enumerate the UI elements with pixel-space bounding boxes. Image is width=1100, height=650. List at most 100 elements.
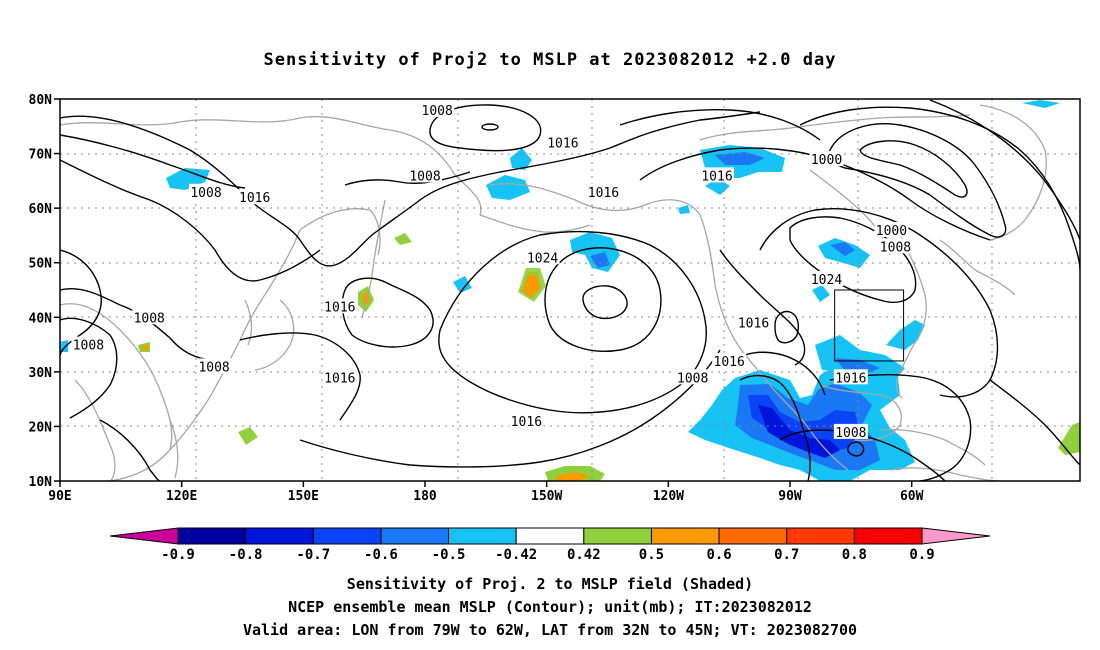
colorbar-segment <box>515 527 585 545</box>
contour-label-bg <box>833 369 868 385</box>
lat-label: 50N <box>29 257 53 272</box>
contour-label-bg <box>71 336 106 352</box>
colorbar-max-arrow <box>921 527 991 545</box>
contour-label: 1008 <box>677 371 708 386</box>
mslp-contours <box>60 99 1080 481</box>
colorbar-segment <box>380 527 450 545</box>
contour-aleutian-center <box>481 123 499 131</box>
lon-label: 150W <box>531 489 562 504</box>
contour-label-bg <box>509 412 544 428</box>
colorbar-label: -0.8 <box>229 547 263 563</box>
contour-1008-gulf <box>779 429 946 481</box>
lat-label: 40N <box>29 311 53 326</box>
contour-label-bg <box>700 167 735 183</box>
contour-label: 1024 <box>527 251 558 266</box>
coast-canada-east <box>939 239 1016 296</box>
colorbar-label: 0.42 <box>567 547 601 563</box>
lon-label: 60W <box>900 489 924 504</box>
contour-1016-atl-south <box>989 379 1080 466</box>
contour-label: 1008 <box>880 240 911 255</box>
coast-na-west <box>699 214 849 471</box>
coast-alaska <box>489 183 701 216</box>
shade-ca-strong <box>748 395 860 452</box>
coast-kamchatka <box>361 199 386 319</box>
contour-label: 1016 <box>511 415 542 430</box>
coast-hudson <box>809 169 891 256</box>
contour-label-bg <box>408 167 443 183</box>
contour-1008-aleutian <box>429 104 542 152</box>
contour-1016-pacific-south <box>99 419 161 481</box>
contour-label: 1008 <box>73 339 104 354</box>
contour-label-bg <box>237 189 272 205</box>
contour-1016-caribbean <box>829 373 972 481</box>
contour-1016-small-loop <box>774 310 799 344</box>
shade-bering <box>486 175 530 200</box>
contour-pacific-high-core <box>582 285 628 320</box>
colorbar-segment <box>718 527 788 545</box>
contour-label-bg <box>132 309 167 325</box>
lat-axis: 80N 70N 60N 50N 40N 30N 20N 10N <box>29 93 60 490</box>
shade-nw <box>60 340 68 352</box>
colorbar-label: -0.7 <box>296 547 330 563</box>
contour-1016-asia <box>60 159 321 282</box>
lat-label: 60N <box>29 202 53 217</box>
coast-gulf <box>819 384 902 442</box>
colorbar-segment <box>650 527 720 545</box>
contour-label-bg <box>322 369 357 385</box>
colorbar-label: 0.8 <box>842 547 867 563</box>
colorbar-label: -0.9 <box>161 547 195 563</box>
colorbar-label: 0.5 <box>639 547 664 563</box>
contour-label: 1016 <box>324 300 355 315</box>
coast-aleutians <box>479 214 591 233</box>
contour-1016-atlantic <box>929 99 1080 241</box>
lon-axis: 90E 120E 150E 180 150W 120W 90W 60W <box>48 481 924 504</box>
shade-se-us <box>815 335 905 380</box>
contour-label: 1016 <box>738 317 769 332</box>
map-title: Sensitivity of Proj2 to MSLP at 20230820… <box>263 50 837 70</box>
contour-1016-pacific-west <box>239 332 361 421</box>
contour-label-bg <box>420 101 455 117</box>
lon-label: 90W <box>778 489 802 504</box>
contour-label-bg <box>809 151 844 167</box>
contour-1008-india <box>60 249 102 356</box>
shade-pos-west <box>238 427 258 445</box>
colorbar: -0.9 -0.8 -0.7 -0.6 -0.5 -0.42 0.42 0.5 0.6 0.7 0.… <box>109 527 991 563</box>
contour-label: 1016 <box>239 191 270 206</box>
caption-line-2: NCEP ensemble mean MSLP (Contour); unit(… <box>288 598 812 616</box>
lon-label: 150E <box>288 489 319 504</box>
coast-philippines <box>169 419 179 479</box>
contour-label: 1016 <box>701 169 732 184</box>
shade-ohio <box>812 285 830 302</box>
shade-siberia <box>166 168 210 190</box>
contour-label: 1016 <box>324 371 355 386</box>
caption: Sensitivity of Proj. 2 to MSLP field (Sh… <box>0 573 1100 642</box>
contour-label: 1016 <box>547 137 578 152</box>
contour-label-bg <box>874 221 909 237</box>
colorbar-label: 0.9 <box>909 547 934 563</box>
contour-label-bg <box>525 249 560 265</box>
contour-1008-siberia <box>60 134 246 189</box>
contour-pacific-high-outer <box>438 230 707 414</box>
coast-japan <box>254 299 295 371</box>
contour-label: 1008 <box>835 426 866 441</box>
contour-1016-kamchatka-loop <box>341 277 434 348</box>
contour-1008-kamchatka <box>344 171 471 186</box>
lon-label: 120E <box>166 489 197 504</box>
colorbar-segment <box>245 527 314 545</box>
caption-line-1: Sensitivity of Proj. 2 to MSLP field (Sh… <box>346 575 754 593</box>
contour-label: 1016 <box>835 371 866 386</box>
coast-korea <box>244 299 253 346</box>
contour-1008-china-2 <box>60 317 118 419</box>
contour-label-bg <box>189 183 224 199</box>
contour-1016-mexico <box>744 351 826 396</box>
contour-label: 1016 <box>588 186 619 201</box>
contour-label: 1008 <box>422 104 453 119</box>
contour-label-bg <box>197 358 232 374</box>
colorbar-segment <box>786 527 855 545</box>
contour-label-bg <box>736 314 771 330</box>
coastlines <box>60 104 1047 481</box>
coast-asia-north <box>60 115 482 216</box>
plot-frame <box>59 98 1081 482</box>
